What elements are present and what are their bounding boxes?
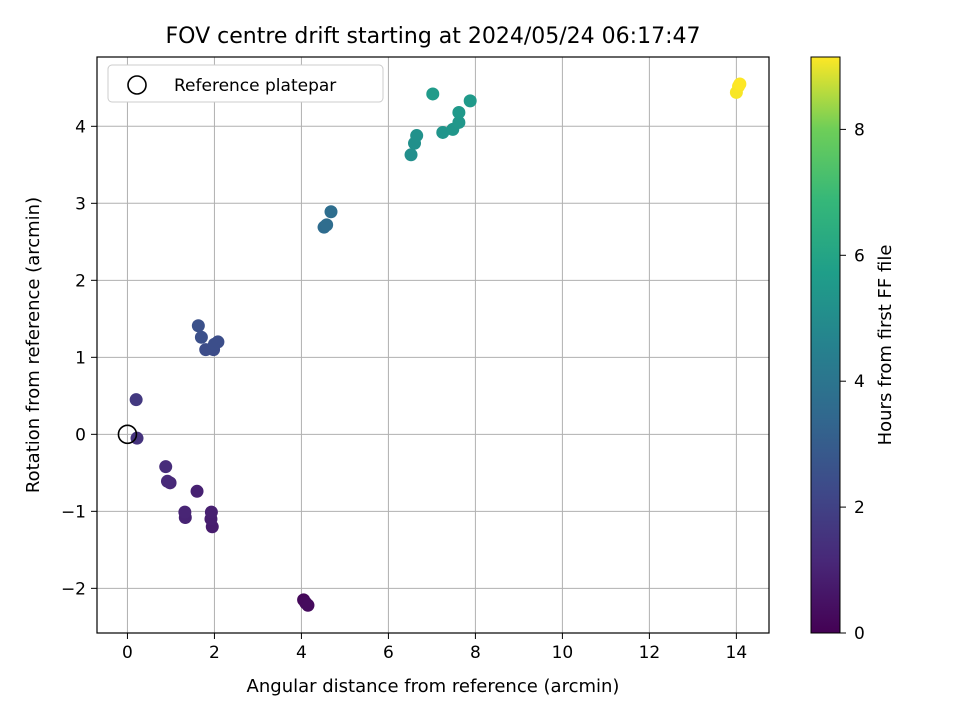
colorbar-tick-label: 6 bbox=[854, 246, 865, 266]
data-point bbox=[452, 105, 466, 119]
chart-title: FOV centre drift starting at 2024/05/24 … bbox=[166, 24, 701, 49]
x-tick-label: 10 bbox=[552, 643, 574, 663]
plot-frame bbox=[96, 56, 770, 634]
data-point bbox=[452, 115, 466, 129]
data-points bbox=[129, 77, 747, 612]
data-point bbox=[324, 205, 338, 219]
colorbar-tick-label: 4 bbox=[854, 372, 865, 392]
data-point bbox=[204, 505, 218, 519]
y-tick-label: 4 bbox=[75, 117, 86, 137]
plot-background bbox=[97, 57, 769, 633]
x-axis-label: Angular distance from reference (arcmin) bbox=[247, 676, 620, 697]
y-axis-ticks: −2 −1 0 1 2 3 4 bbox=[61, 117, 97, 599]
data-point bbox=[436, 125, 450, 139]
plot-area bbox=[96, 56, 770, 634]
x-tick-label: 6 bbox=[383, 643, 394, 663]
data-point bbox=[159, 460, 173, 474]
data-point bbox=[190, 484, 204, 498]
y-tick-label: −2 bbox=[61, 579, 86, 599]
data-point bbox=[129, 393, 143, 407]
y-tick-label: 1 bbox=[75, 348, 86, 368]
data-point bbox=[410, 129, 424, 143]
y-tick-label: 0 bbox=[75, 425, 86, 445]
legend-reference-marker bbox=[127, 75, 147, 95]
data-point bbox=[320, 218, 334, 232]
colorbar-tick-label: 0 bbox=[854, 624, 865, 644]
x-tick-label: 2 bbox=[209, 643, 220, 663]
x-tick-label: 12 bbox=[639, 643, 661, 663]
data-point bbox=[160, 474, 174, 488]
x-tick-label: 4 bbox=[296, 643, 307, 663]
x-tick-label: 8 bbox=[470, 643, 481, 663]
y-axis-label: Rotation from reference (arcmin) bbox=[23, 197, 44, 493]
colorbar: 0 2 4 6 8 Hours from first FF file bbox=[810, 56, 896, 644]
data-point bbox=[211, 335, 225, 349]
reference-platepar-marker bbox=[117, 424, 138, 445]
legend-entry-reference-platepar: Reference platepar bbox=[174, 76, 336, 96]
y-tick-label: −1 bbox=[61, 502, 86, 522]
x-tick-label: 0 bbox=[122, 643, 133, 663]
grid-lines bbox=[97, 57, 769, 633]
y-tick-label: 3 bbox=[75, 194, 86, 214]
colorbar-gradient bbox=[810, 56, 841, 634]
x-tick-label: 14 bbox=[726, 643, 748, 663]
colorbar-tick-label: 2 bbox=[854, 498, 865, 518]
colorbar-ticks: 0 2 4 6 8 bbox=[840, 120, 865, 644]
data-point bbox=[733, 77, 747, 91]
data-point bbox=[426, 87, 440, 101]
data-point bbox=[191, 319, 205, 333]
colorbar-label: Hours from first FF file bbox=[875, 245, 896, 446]
legend-box bbox=[107, 64, 384, 103]
data-point bbox=[194, 330, 208, 344]
data-point bbox=[404, 148, 418, 162]
data-point bbox=[463, 94, 477, 108]
colorbar-tick-label: 8 bbox=[854, 120, 865, 140]
data-point bbox=[301, 598, 315, 612]
x-axis-ticks: 0 2 4 6 8 10 12 14 bbox=[122, 633, 747, 663]
legend: Reference platepar bbox=[107, 64, 384, 103]
data-point bbox=[178, 505, 192, 519]
y-tick-label: 2 bbox=[75, 271, 86, 291]
